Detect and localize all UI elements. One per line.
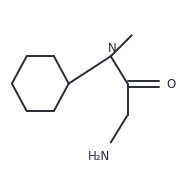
Text: O: O bbox=[166, 77, 176, 91]
Text: N: N bbox=[107, 42, 116, 55]
Text: H₂N: H₂N bbox=[88, 150, 110, 163]
